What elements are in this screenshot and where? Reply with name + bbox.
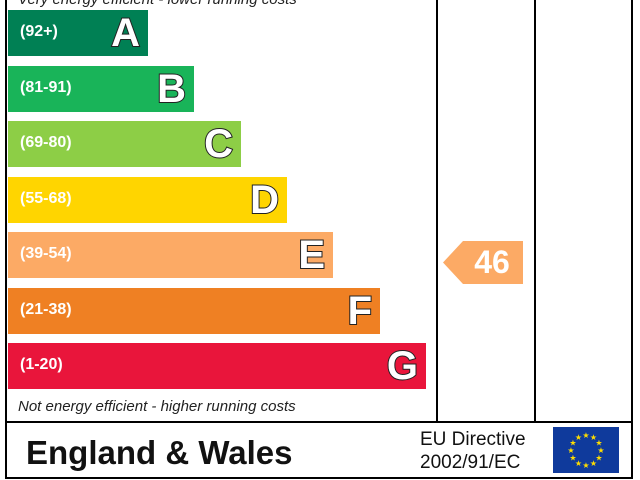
band-letter: D [249,177,280,223]
band-letter: C [203,121,234,167]
eu-directive: EU Directive 2002/91/EC [420,428,526,474]
band-e: (39-54) E [8,232,333,278]
star-icon: ★ [569,439,576,448]
star-icon: ★ [595,439,602,448]
band-range: (92+) [20,23,58,40]
band-letter: B [156,66,187,112]
band-range: (21-38) [20,301,72,318]
star-icon: ★ [582,461,589,470]
current-rating-value: 46 [474,244,510,280]
band-range: (1-20) [20,356,63,373]
eu-flag-icon: ★ ★★★★★★★★★★★ [553,427,619,473]
directive-line1: EU Directive [420,429,526,450]
star-icon: ★ [590,433,597,442]
frame-right [631,0,633,479]
band-letter: G [386,343,419,389]
star-icon: ★ [575,459,582,468]
band-range: (39-54) [20,245,72,262]
frame-left [5,0,7,479]
band-range: (81-91) [20,79,72,96]
directive-line2: 2002/91/EC [420,452,521,473]
footer-divider [5,421,633,423]
band-letter: A [110,10,141,56]
star-icon: ★ [567,446,574,455]
current-rating-arrow [443,241,523,284]
band-letter: E [297,232,326,278]
bottom-caption: Not energy efficient - higher running co… [18,398,296,415]
star-icon: ★ [595,454,602,463]
region-label: England & Wales [26,434,293,471]
band-a: (92+) A [8,10,148,56]
star-icon: ★ [575,433,582,442]
band-range: (55-68) [20,190,72,207]
top-caption: Very energy efficient - lower running co… [18,0,297,8]
band-range: (69-80) [20,134,72,151]
frame-bottom [5,477,633,479]
star-icon: ★ [597,446,604,455]
divider-current [436,0,438,423]
band-b: (81-91) B [8,66,194,112]
band-f: (21-38) F [8,288,380,334]
star-icon: ★ [582,431,589,440]
band-c: (69-80) C [8,121,241,167]
star-icon: ★ [569,454,576,463]
band-d: (55-68) D [8,177,287,223]
star-icon: ★ [590,459,597,468]
divider-potential [534,0,536,423]
band-letter: F [347,288,373,334]
band-g: (1-20) G [8,343,426,389]
